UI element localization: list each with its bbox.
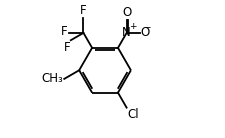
Text: N: N [122,26,130,39]
Text: Cl: Cl [127,108,139,121]
Text: F: F [80,4,86,17]
Text: F: F [61,25,67,38]
Text: CH₃: CH₃ [41,72,63,85]
Text: F: F [63,41,70,54]
Text: −: − [142,23,150,32]
Text: O: O [140,26,149,39]
Text: O: O [122,6,131,19]
Text: +: + [128,22,136,30]
